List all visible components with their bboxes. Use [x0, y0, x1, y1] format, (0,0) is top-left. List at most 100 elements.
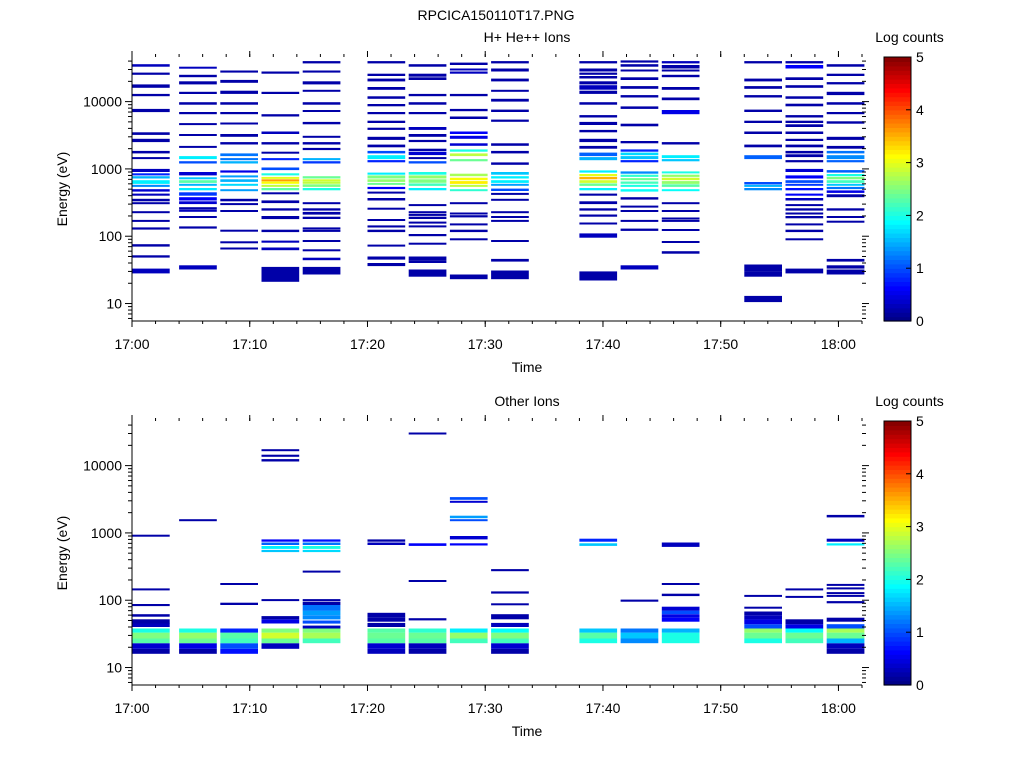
x-tick-label: 17:10 [232, 700, 267, 716]
heatmap-cell [220, 158, 258, 161]
heatmap-cell [302, 546, 341, 549]
heatmap-cell [449, 274, 488, 280]
heatmap-cell [132, 638, 170, 644]
heatmap-cell [302, 184, 341, 187]
heatmap-cell [449, 143, 488, 146]
colorbar-segment [884, 553, 911, 558]
heatmap-cell [785, 61, 824, 64]
heatmap-cell [449, 238, 488, 241]
heatmap-cell [491, 192, 529, 195]
x-tick-label: 17:00 [114, 700, 149, 716]
heatmap-cell [785, 208, 824, 211]
colorbar-segment [884, 460, 911, 466]
heatmap-cell [408, 183, 447, 186]
heatmap-cell [261, 643, 300, 649]
heatmap-cell [261, 454, 300, 457]
heatmap-cell [491, 638, 529, 644]
heatmap-cell [132, 93, 170, 97]
heatmap-cell [491, 603, 529, 606]
y-tick-label: 10000 [83, 94, 122, 110]
heatmap-cell [132, 227, 170, 230]
heatmap-cell [261, 542, 300, 545]
heatmap-cell [661, 202, 700, 205]
heatmap-cell [661, 219, 700, 222]
heatmap-cell [491, 614, 529, 620]
colorbar-segment [884, 421, 911, 426]
heatmap-cell [179, 123, 217, 126]
colorbar-segment [884, 263, 911, 269]
heatmap-cell [744, 144, 782, 148]
colorbar-segment [884, 539, 911, 545]
heatmap-cell [785, 624, 824, 629]
heatmap-cell [408, 432, 447, 435]
heatmap-cell [220, 210, 258, 212]
colorbar-tick-label: 5 [916, 413, 924, 429]
colorbar-segment [884, 522, 911, 528]
heatmap-cell [661, 229, 700, 231]
heatmap-cell [302, 102, 341, 105]
heatmap-cell [661, 177, 700, 181]
heatmap-cell [302, 628, 341, 633]
heatmap-cell [620, 69, 659, 72]
heatmap-cell [579, 121, 618, 125]
x-tick-label: 17:00 [114, 336, 149, 352]
heatmap-cell [620, 599, 659, 602]
heatmap-cell [491, 119, 529, 122]
y-tick-label: 1000 [91, 525, 122, 541]
heatmap-cell [367, 542, 406, 545]
heatmap-cell [132, 193, 170, 196]
heatmap-cell [132, 168, 170, 172]
heatmap-cell [620, 156, 659, 160]
colorbar-segment [884, 202, 911, 208]
heatmap-cell [220, 153, 258, 157]
colorbar-segment [884, 241, 911, 247]
heatmap-cell [220, 643, 258, 649]
heatmap-cell [220, 79, 258, 83]
heatmap-cell [661, 159, 700, 162]
heatmap-cell [579, 176, 618, 180]
heatmap-cell [491, 89, 529, 92]
heatmap-cell [491, 628, 529, 633]
heatmap-cell [785, 588, 824, 591]
x-tick-label: 17:50 [703, 336, 738, 352]
colorbar: 0 1 2 3 4 5 Log counts [875, 393, 944, 693]
heatmap-cell [302, 202, 341, 205]
x-tick-label: 17:50 [703, 700, 738, 716]
colorbar-segment [884, 456, 911, 462]
colorbar-segment [884, 680, 911, 686]
heatmap-cell [620, 64, 659, 67]
heatmap-cell [132, 632, 170, 639]
heatmap-cell [785, 103, 824, 107]
heatmap-cell [261, 539, 300, 542]
colorbar-segment [884, 583, 911, 589]
heatmap-cell [449, 638, 488, 644]
heatmap-cell [302, 135, 341, 138]
colorbar-segment [884, 605, 911, 611]
heatmap-cell [367, 263, 406, 267]
colorbar-segment [884, 255, 911, 260]
heatmap-cell [132, 619, 170, 624]
heatmap-cell [785, 212, 824, 215]
heatmap-cell [132, 588, 170, 591]
colorbar-segment [884, 61, 911, 67]
colorbar-segment [884, 136, 911, 142]
heatmap-cell [491, 648, 529, 654]
heatmap-cell [785, 619, 824, 625]
heatmap-cell [132, 157, 170, 160]
heatmap-cell [661, 61, 700, 64]
y-tick-label: 10 [106, 296, 122, 312]
colorbar-segment [884, 299, 911, 304]
heatmap-cell [408, 204, 447, 207]
colorbar-segment [884, 478, 911, 484]
colorbar-frame [883, 420, 912, 686]
heatmap-cell [261, 274, 300, 282]
heatmap-cell [408, 73, 447, 77]
heatmap-cell [179, 188, 217, 191]
heatmap-cell [491, 270, 529, 280]
heatmap-cell [261, 142, 300, 145]
colorbar-segment [884, 281, 911, 287]
heatmap-cell [744, 264, 782, 272]
heatmap-cell [826, 102, 865, 105]
heatmap-cell [220, 198, 258, 202]
